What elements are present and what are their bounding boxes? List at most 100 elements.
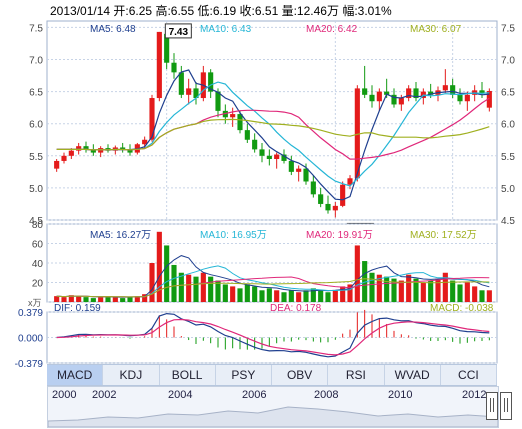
volume-bar [208,276,214,302]
candle-body [244,130,250,140]
timeline-sparkline [48,406,498,427]
volume-bar [384,276,390,302]
candle-body [230,114,236,118]
price-tick-right: 7.5 [501,23,515,34]
candle-body [318,194,324,204]
candle-body [369,94,375,102]
volume-bar [149,263,155,302]
volume-bar [61,297,67,302]
candle-body [215,91,221,111]
tab-macd[interactable]: MACD [47,365,104,385]
volume-bar [362,261,368,302]
candle-body [76,146,82,151]
price-tick-left: 7.5 [29,23,43,34]
tab-rsi[interactable]: RSI [328,365,385,385]
candle-body [259,149,265,156]
volume-bar [178,272,184,302]
volume-bar [105,296,111,302]
candle-body [178,72,184,95]
volume-bar [120,298,126,302]
indicator-tabs: MACD KDJ BOLL PSY OBV RSI WVAD CCI [47,364,497,386]
volume-bar [325,292,331,302]
candle-body [252,139,258,150]
candle-body [457,94,463,102]
candle-body [171,62,177,73]
tab-cci[interactable]: CCI [441,365,497,385]
volume-bar [237,288,243,302]
volume-bar [112,297,118,302]
candle-body [164,33,170,63]
volume-panel: 20 40 60 80 [32,220,498,303]
timeline-overview[interactable]: 2000 2002 2004 2006 2008 2010 2012 [47,386,499,428]
volume-bar [428,280,434,302]
candle-body [266,155,272,160]
header-close: 收:6.51 [239,4,279,18]
timeline-year-2002: 2002 [92,389,117,401]
tab-obv[interactable]: OBV [272,365,329,385]
macd-tick-label: 0.379 [18,308,43,319]
candle-body [149,98,155,140]
volume-bar [486,290,492,302]
candle-body [127,149,133,153]
candle-body [362,88,368,95]
candle-body [193,88,199,99]
timeline-year-2010: 2010 [388,389,413,401]
timeline-left-handle[interactable] [486,392,498,420]
volume-bar [252,286,258,302]
volume-bar [54,296,60,302]
price-info-header: 2013/01/14 开:6.25 高:6.55 低:6.19 收:6.51 量… [50,2,392,19]
candle-body [340,184,346,206]
volume-bar [156,231,162,302]
volume-bar [413,278,419,302]
volume-bar [164,245,170,302]
volume-bar [435,278,441,302]
volume-ma5-label: MA5: 16.27万 [90,230,152,241]
price-ma30-line [56,118,490,151]
candle-body [296,168,302,172]
volume-bar [398,280,404,302]
price-ma10-label: MA10: 6.43 [200,24,252,35]
price-tick-left: 5.5 [29,152,43,163]
volume-bar [369,272,375,302]
volume-ma20-label: MA20: 19.91万 [306,230,373,241]
macd-value-label: MACD: -0.038 [430,303,494,314]
volume-bar [318,290,324,302]
candle-body [428,91,434,95]
volume-bar [186,274,192,302]
price-ma5-label: MA5: 6.48 [90,24,136,35]
tab-wvad[interactable]: WVAD [385,365,441,385]
volume-bar [222,284,228,302]
timeline-right-handle[interactable] [500,392,512,420]
candle-body [450,85,456,95]
price-panel: 4.5 4.5 5.0 5.0 5.5 5.5 6.0 6.0 6.5 6.5 7.0 7.0 7.5 7… [29,20,515,238]
volume-bar [310,288,316,302]
price-tick-left: 6.5 [29,88,43,99]
volume-bar [134,296,140,302]
volume-bar [457,284,463,302]
tab-psy[interactable]: PSY [216,365,272,385]
volume-bar [259,290,265,302]
volume-bar [230,286,236,302]
volume-scale-label: x万 [28,298,42,308]
volume-ma30-line [56,278,490,298]
volume-bar [171,264,177,302]
macd-dea-label: DEA: 0.178 [270,303,322,314]
volume-bar [406,274,412,302]
candle-body [274,154,280,160]
price-tick-right: 6.0 [501,120,515,131]
macd-dif-label: DIF: 0.159 [54,303,101,314]
volume-bar [347,284,353,302]
timeline-year-2000: 2000 [52,389,77,401]
header-low: 低:6.19 [197,4,237,18]
candle-body [186,88,192,95]
candle-body [354,88,360,179]
volume-bar [200,272,206,302]
price-annotation-box [164,23,192,39]
volume-bar [340,286,346,302]
volume-bar [450,280,456,302]
price-tick-right: 5.5 [501,152,515,163]
candle-body [90,149,96,153]
tab-boll[interactable]: BOLL [160,365,216,385]
candle-body [406,88,412,99]
tab-kdj[interactable]: KDJ [103,365,160,385]
